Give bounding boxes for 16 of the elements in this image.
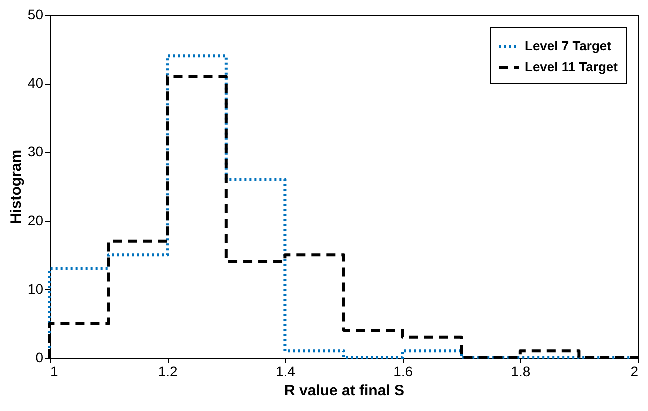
y-axis-title: Histogram <box>8 150 25 224</box>
y-tick-label: 30 <box>28 144 44 160</box>
y-tick-label: 50 <box>28 6 44 22</box>
y-tick-label: 0 <box>36 350 44 366</box>
y-tick-label: 10 <box>28 280 44 297</box>
legend-label: Level 11 Target <box>525 60 619 74</box>
x-tick-label: 1.4 <box>276 364 296 380</box>
x-tick-label: 1.2 <box>158 364 178 380</box>
x-axis-title: R value at final S <box>284 382 405 400</box>
x-tick-label: 1 <box>50 364 58 380</box>
y-tick-label: 40 <box>28 75 44 92</box>
x-tick-label: 1.6 <box>394 364 414 380</box>
x-tick-label: 2 <box>630 364 639 380</box>
legend-label: Level 7 Target <box>525 38 612 54</box>
y-tick-label: 20 <box>28 212 44 228</box>
x-tick-label: 1.8 <box>511 364 531 380</box>
